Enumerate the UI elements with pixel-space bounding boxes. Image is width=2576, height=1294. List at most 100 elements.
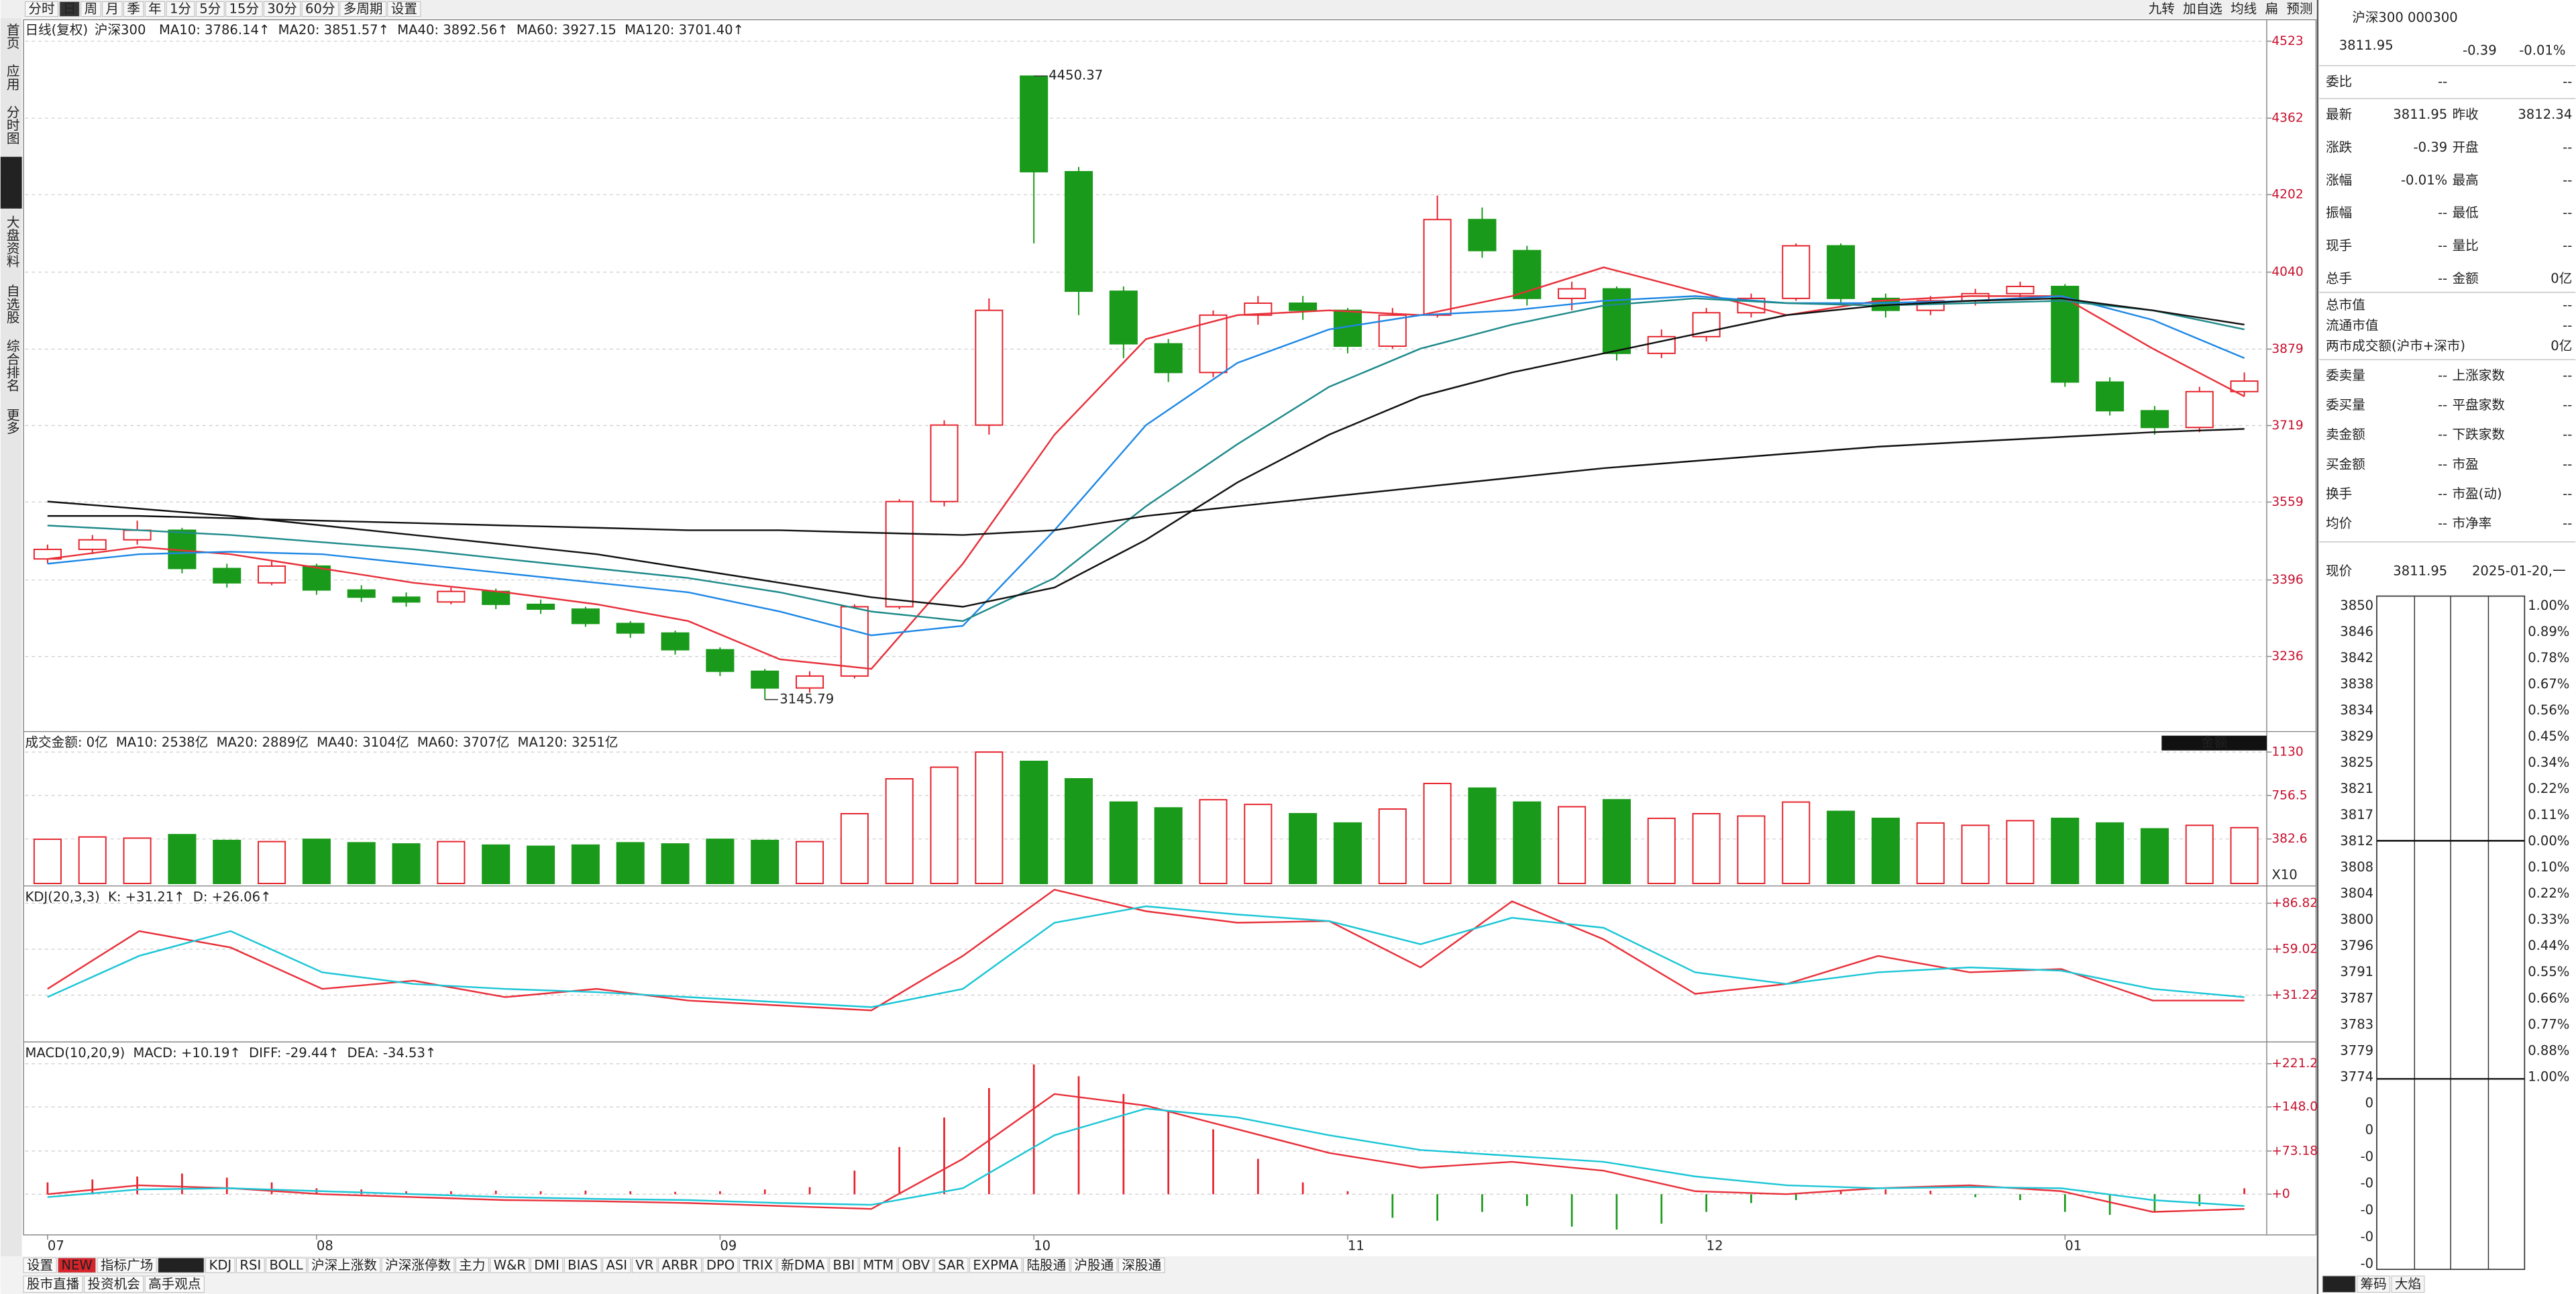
sidebar-item[interactable]: 自选股 (4, 284, 19, 323)
candle-body (975, 309, 1004, 426)
toolbar-tab[interactable]: 1分 (170, 1, 191, 17)
indicator-tab[interactable]: SAR (938, 1257, 965, 1273)
panel-tab-bg (2357, 1275, 2391, 1293)
indicator-tab[interactable]: RSI (239, 1257, 261, 1273)
volume-bar (930, 766, 959, 884)
toolbar-tab[interactable]: 周 (85, 1, 98, 17)
indicator-tab[interactable]: ASI (606, 1257, 627, 1273)
intraday-volume-label: -0 (2361, 1256, 2374, 1271)
sidebar-item[interactable]: 综合排名 (4, 339, 19, 392)
candle-body (78, 539, 107, 550)
intraday-pct-label: 0.55% (2528, 964, 2569, 979)
volume-bar (2140, 828, 2169, 884)
toolbar-tab[interactable]: 多周期 (343, 1, 383, 17)
indicator-tab[interactable]: 沪股通 (1074, 1257, 1114, 1273)
indicator-tab[interactable]: MTM (863, 1257, 894, 1273)
indicator-tab[interactable]: BOLL (269, 1257, 303, 1273)
intraday-pct-label: 0.89% (2528, 624, 2569, 639)
toolbar-right[interactable]: 均线 (2231, 1, 2257, 17)
intraday-volume-label: 0 (2365, 1122, 2373, 1137)
indicator-tab[interactable]: 陆股通 (1026, 1257, 1066, 1273)
toolbar-right[interactable]: 预测 (2286, 1, 2312, 17)
volume-bar (1827, 810, 1856, 884)
volume-bar (885, 778, 914, 884)
indicator-tab[interactable]: ARBR (662, 1257, 698, 1273)
quote-value: -- (2438, 271, 2447, 286)
bottom-link[interactable]: 股市直播 (27, 1277, 80, 1292)
bottom-link[interactable]: 投资机会 (88, 1277, 140, 1292)
candle-body (437, 590, 466, 603)
intraday-price-label: 3779 (2340, 1042, 2373, 1058)
legend-entry: DIFF: -29.44↑ (249, 1045, 339, 1061)
indicator-line (47, 266, 2245, 670)
intraday-pct-label: 0.88% (2528, 1042, 2569, 1058)
toolbar-right[interactable]: 九转 (2149, 1, 2175, 17)
indicator-tab[interactable]: W&R (494, 1257, 527, 1273)
sidebar-item[interactable]: 分时图 (4, 105, 19, 145)
toolbar-tab[interactable]: 月 (105, 1, 119, 17)
toolbar-tab[interactable]: 季 (127, 1, 140, 17)
panel-tab[interactable]: 大焰 (2395, 1277, 2421, 1292)
panel-tab[interactable]: 筹码 (2361, 1277, 2387, 1292)
candle-body (1602, 288, 1631, 354)
y-tick-label: 756.5 (2271, 788, 2307, 802)
toolbar-right[interactable]: 扁 (2265, 1, 2279, 17)
indicator-tab[interactable]: KDJ (209, 1257, 231, 1273)
quote-label: 昨收 (2453, 107, 2479, 122)
legend-entry: KDJ(20,3,3) (25, 889, 100, 904)
tab-bg (564, 1257, 602, 1273)
toolbar-tab[interactable]: 日 (63, 1, 76, 17)
candle-body (123, 529, 152, 541)
indicator-tab[interactable]: OBV (902, 1257, 930, 1273)
indicator-tab[interactable]: 深股通 (1122, 1257, 1161, 1273)
sidebar-item[interactable]: 大盘资料 (4, 215, 19, 268)
quote-label: 开盘 (2453, 140, 2479, 155)
toolbar-tab[interactable]: 年 (148, 1, 162, 17)
indicator-tab[interactable]: DPO (706, 1257, 735, 1273)
panel-tab[interactable]: 分时 (2326, 1277, 2352, 1292)
candle-body (1244, 302, 1273, 316)
quote-change: -0.39 (2463, 42, 2497, 58)
sidebar-item[interactable]: 应用 (4, 64, 19, 90)
intraday-price-label: 3834 (2340, 702, 2373, 718)
indicator-tab[interactable]: TRIX (742, 1257, 773, 1273)
sidebar-item[interactable]: 首页 (4, 23, 19, 49)
indicator-line (47, 1108, 2245, 1207)
indicator-tab[interactable]: 设置 (27, 1257, 53, 1273)
toolbar-tab[interactable]: 5分 (199, 1, 221, 17)
indicator-tab[interactable]: EXPMA (973, 1257, 1018, 1273)
indicator-tab[interactable]: 指标广场 (101, 1257, 153, 1273)
y-tick-label: 3719 (2271, 419, 2303, 433)
badge: 金额 (2201, 735, 2228, 750)
tab-bg (530, 1257, 564, 1273)
indicator-tab[interactable]: 沪深涨停数 (385, 1257, 451, 1273)
toolbar-tab[interactable]: 15分 (229, 1, 260, 17)
indicator-tab[interactable]: 新DMA (781, 1257, 825, 1273)
intraday-pct-label: 0.22% (2528, 781, 2569, 796)
intraday-pct-label: 0.56% (2528, 702, 2569, 718)
indicator-tab[interactable]: BIAS (568, 1257, 598, 1273)
indicator-tab[interactable]: 主力 (459, 1257, 485, 1273)
indicator-tab[interactable]: VR (635, 1257, 653, 1273)
volume-bar (2096, 822, 2125, 884)
indicator-tab[interactable]: 沪深上涨数 (311, 1257, 377, 1273)
indicator-line (47, 295, 2245, 637)
toolbar-tab[interactable]: 30分 (267, 1, 297, 17)
indicator-tab[interactable]: MACD (162, 1257, 201, 1273)
intraday-pct-label: 1.00% (2528, 1069, 2569, 1084)
sidebar-item[interactable]: 更多 (4, 408, 19, 434)
sidebar-item[interactable]: K线图 (4, 160, 19, 195)
toolbar-tab[interactable]: 分时 (28, 1, 54, 17)
toolbar-tab[interactable]: 设置 (391, 1, 417, 17)
indicator-tab[interactable]: BBI (833, 1257, 855, 1273)
toolbar-tab[interactable]: 60分 (305, 1, 335, 17)
indicator-tab[interactable]: DMI (534, 1257, 559, 1273)
candle-body (213, 568, 241, 584)
toolbar-right[interactable]: 加自选 (2183, 1, 2222, 17)
legend-entry: MA120: 3251亿 (518, 735, 619, 750)
tab-bg (57, 1257, 97, 1273)
legend-entry: MA120: 3701.40↑ (625, 22, 744, 38)
indicator-tab[interactable]: NEW (61, 1257, 92, 1273)
x-tick-label: 09 (720, 1238, 737, 1254)
bottom-link[interactable]: 高手观点 (148, 1277, 201, 1292)
